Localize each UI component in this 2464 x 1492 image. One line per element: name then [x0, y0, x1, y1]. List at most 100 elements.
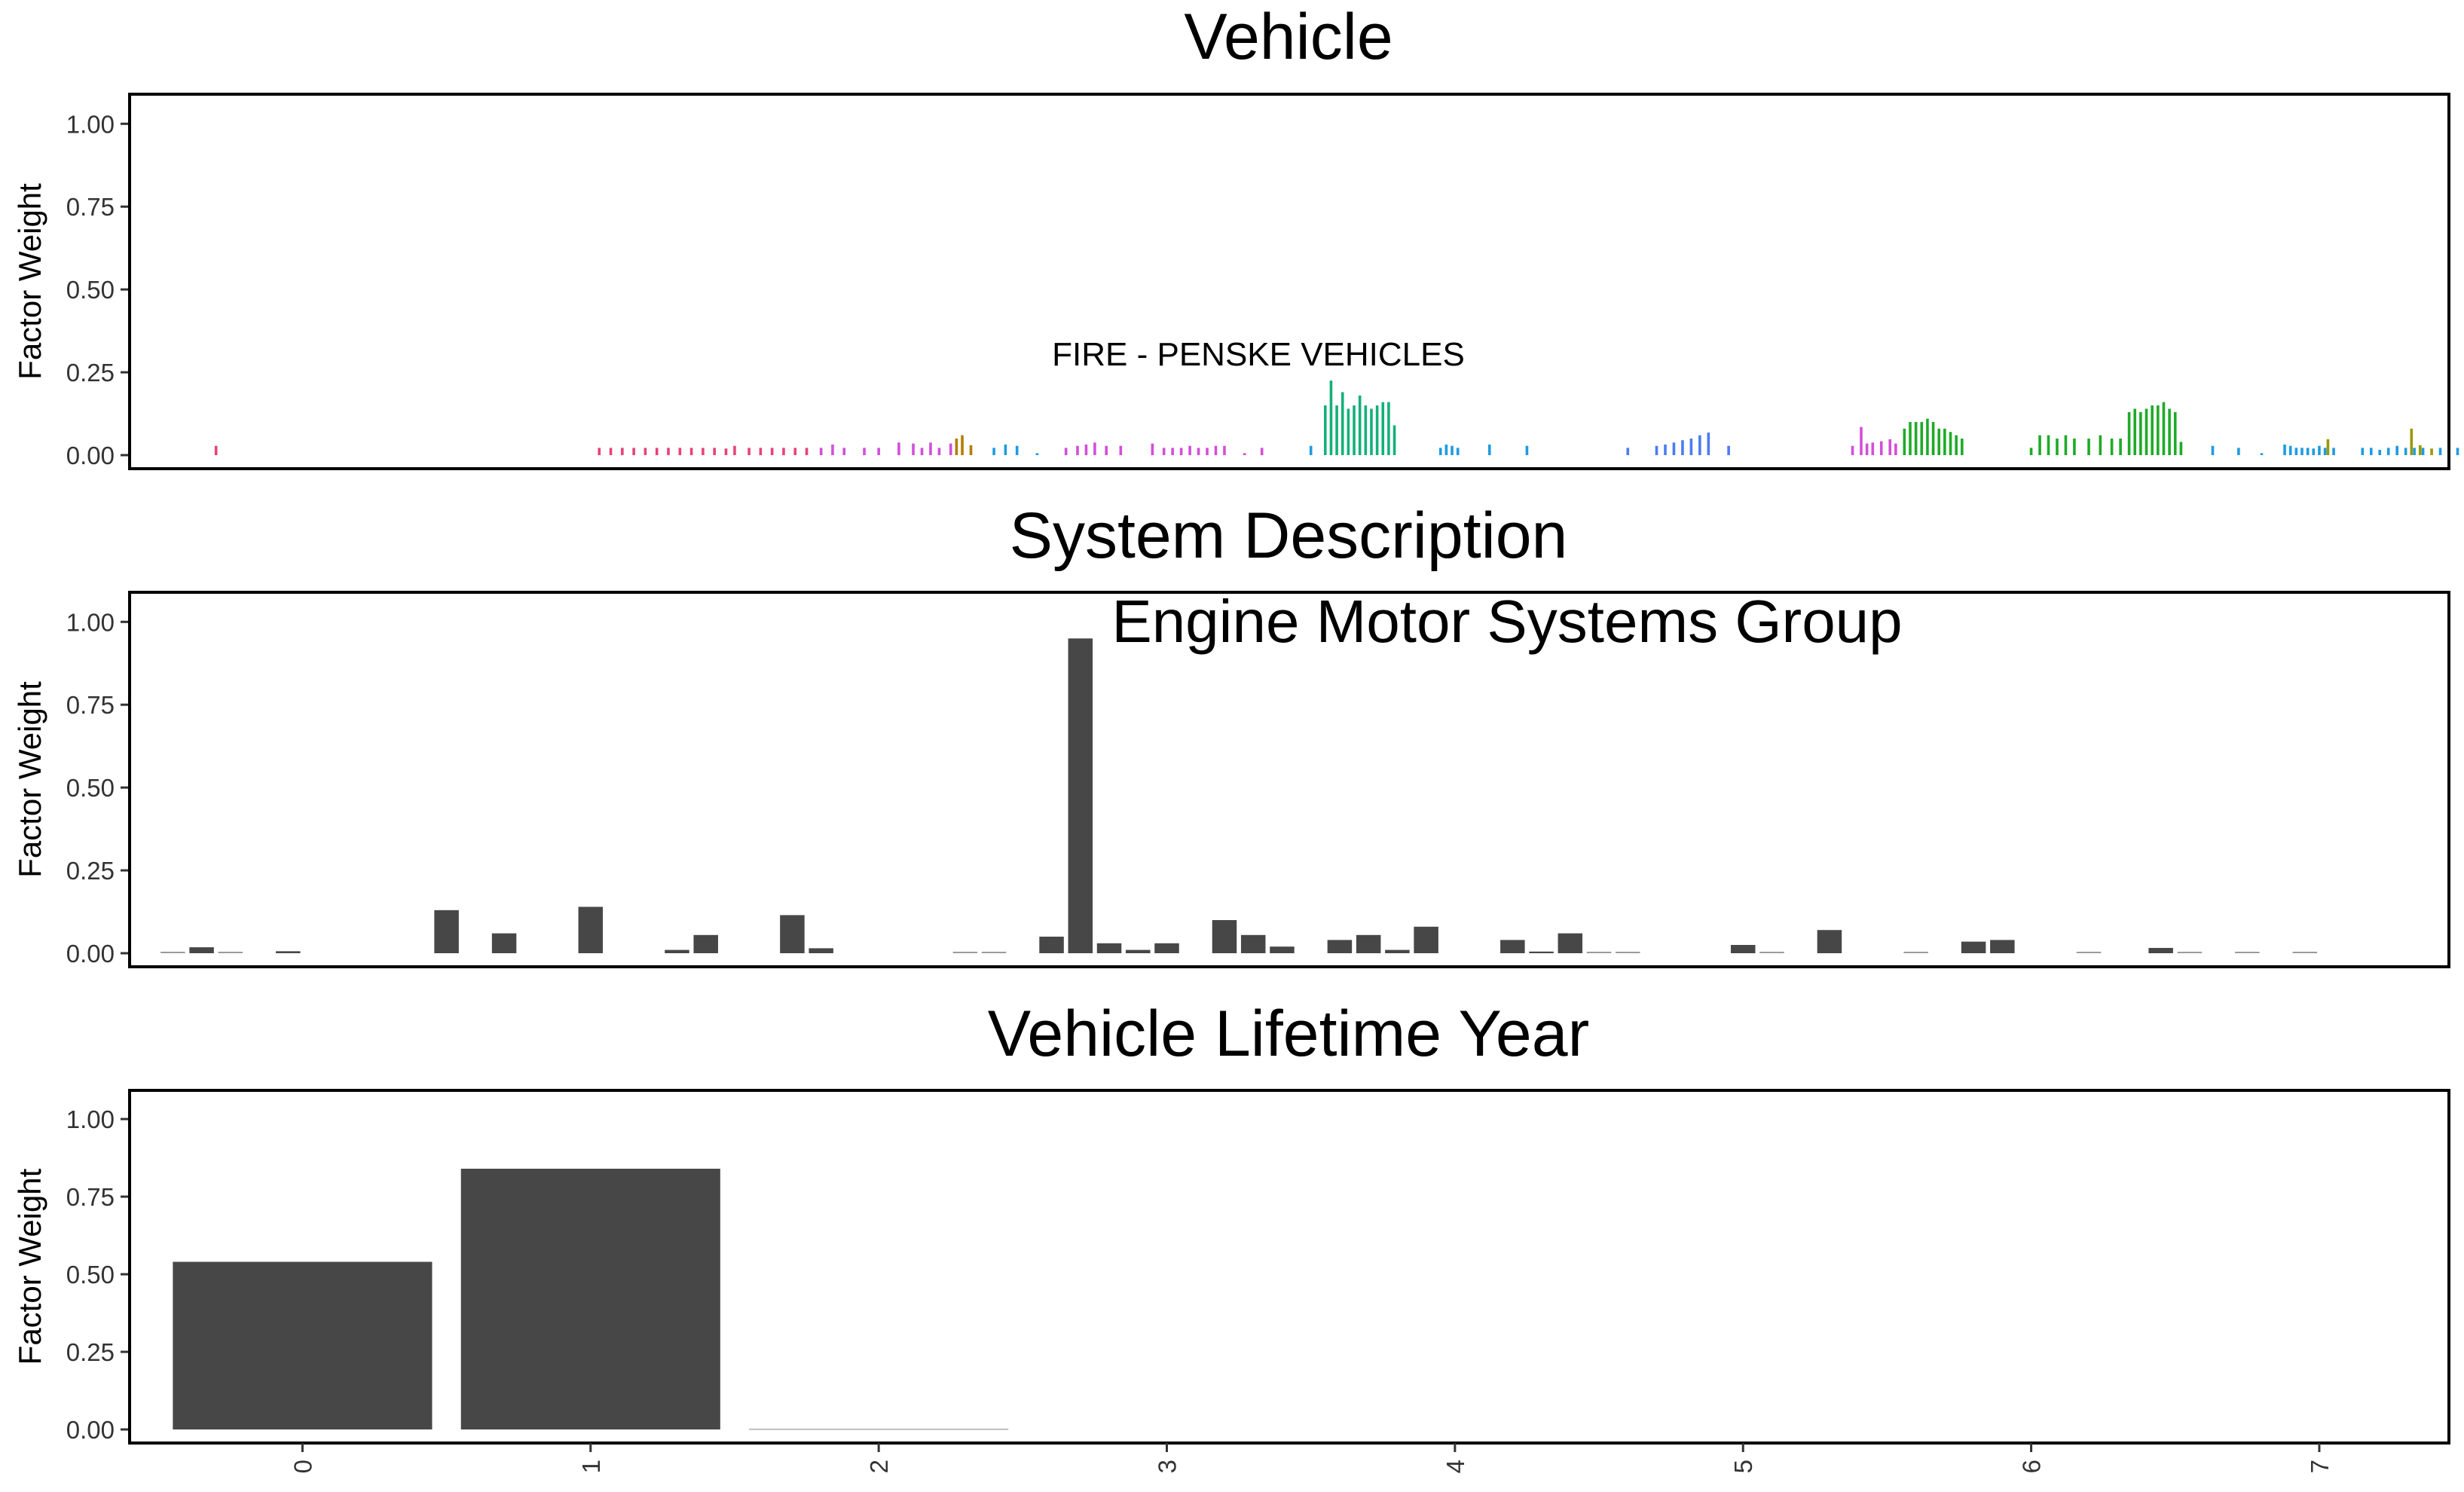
bar: [2410, 428, 2414, 455]
bar: [1616, 952, 1640, 953]
bar: [1223, 445, 1226, 455]
bar: [2294, 448, 2298, 455]
bar: [1214, 445, 1218, 455]
bar: [578, 907, 604, 953]
bar: [2235, 952, 2260, 953]
bar: [2029, 448, 2033, 455]
bar: [749, 1428, 1009, 1430]
bar: [2211, 445, 2215, 455]
bar: [1323, 405, 1327, 455]
bar: [1039, 937, 1064, 953]
x-tick-label: 2: [865, 1460, 893, 1473]
bar: [809, 948, 833, 953]
bar: [491, 933, 517, 953]
bar: [831, 444, 834, 455]
bar: [1364, 405, 1368, 455]
bar: [1689, 439, 1693, 455]
x-tick-label: 4: [1441, 1460, 1469, 1473]
bar: [1154, 943, 1179, 953]
bar: [1851, 445, 1854, 455]
bar: [1015, 445, 1019, 455]
bar: [912, 443, 915, 455]
bar: [2076, 952, 2102, 953]
bar: [1162, 448, 1166, 455]
bar: [2157, 405, 2160, 455]
bar: [805, 448, 809, 455]
bar: [1456, 448, 1460, 455]
x-tick-label: 1: [577, 1460, 605, 1473]
bar: [1871, 442, 1875, 455]
x-tick-label: 7: [2306, 1460, 2334, 1473]
bar: [920, 448, 924, 455]
bar: [981, 952, 1007, 953]
bar: [1084, 444, 1088, 455]
bar: [2038, 435, 2041, 455]
bar: [693, 934, 718, 953]
bar: [1151, 443, 1154, 455]
bar: [1356, 934, 1381, 953]
bar: [2173, 411, 2177, 455]
bar: [780, 915, 805, 953]
bar: [1529, 951, 1554, 953]
bar: [2386, 448, 2390, 455]
bar: [1179, 448, 1183, 455]
bar: [2378, 449, 2382, 455]
bar: [1444, 444, 1448, 455]
bar: [1197, 448, 1200, 455]
bar: [782, 448, 785, 455]
bar: [218, 952, 243, 953]
bar: [665, 949, 689, 953]
bar: [1171, 448, 1174, 455]
bar: [1353, 405, 1356, 455]
bar: [1347, 408, 1350, 455]
y-tick-label: 0.75: [66, 193, 115, 221]
bar: [702, 448, 705, 455]
bar: [1335, 405, 1338, 455]
bar: [1093, 442, 1096, 455]
bar: [1894, 443, 1897, 455]
bar: [1243, 453, 1246, 455]
bar: [1707, 433, 1710, 455]
bar: [2056, 439, 2059, 455]
y-axis-label: Factor Weight: [12, 681, 47, 878]
bar: [1817, 930, 1842, 953]
bar: [1759, 952, 1784, 953]
bar: [689, 448, 693, 455]
bar: [2283, 444, 2286, 455]
annotation-label: Engine Motor Systems Group: [1111, 588, 1902, 655]
bar: [1681, 440, 1684, 455]
bar: [1920, 422, 1924, 455]
bar: [1626, 448, 1630, 455]
bar: [1064, 448, 1068, 455]
y-tick-label: 0.75: [66, 691, 115, 719]
bar: [1586, 952, 1612, 953]
panel-0: Vehicle Factor Weight 0.00 0.25 0.50 0.75 1.00…: [12, 1, 2459, 470]
bar: [2418, 445, 2422, 455]
bar: [733, 445, 736, 455]
bar: [173, 1261, 433, 1429]
bar: [1955, 435, 1958, 455]
bar: [992, 448, 995, 455]
bar: [1926, 418, 1929, 455]
bar: [793, 448, 797, 455]
bar: [2179, 442, 2183, 455]
bar: [1260, 448, 1264, 455]
bar: [2369, 448, 2373, 455]
bar: [1903, 952, 1928, 953]
bar: [2413, 448, 2416, 455]
bar: [644, 448, 647, 455]
bar: [863, 448, 866, 455]
bar: [842, 448, 846, 455]
bar: [1909, 422, 1912, 455]
bar: [2148, 947, 2173, 953]
bar: [1392, 425, 1396, 455]
bar: [949, 443, 952, 455]
bar: [1035, 453, 1039, 455]
y-tick-label: 0.50: [66, 276, 115, 304]
bar: [1990, 940, 2015, 953]
bar: [1188, 445, 1191, 455]
bar: [1375, 405, 1379, 455]
bar: [1525, 445, 1529, 455]
bar: [2168, 408, 2171, 455]
